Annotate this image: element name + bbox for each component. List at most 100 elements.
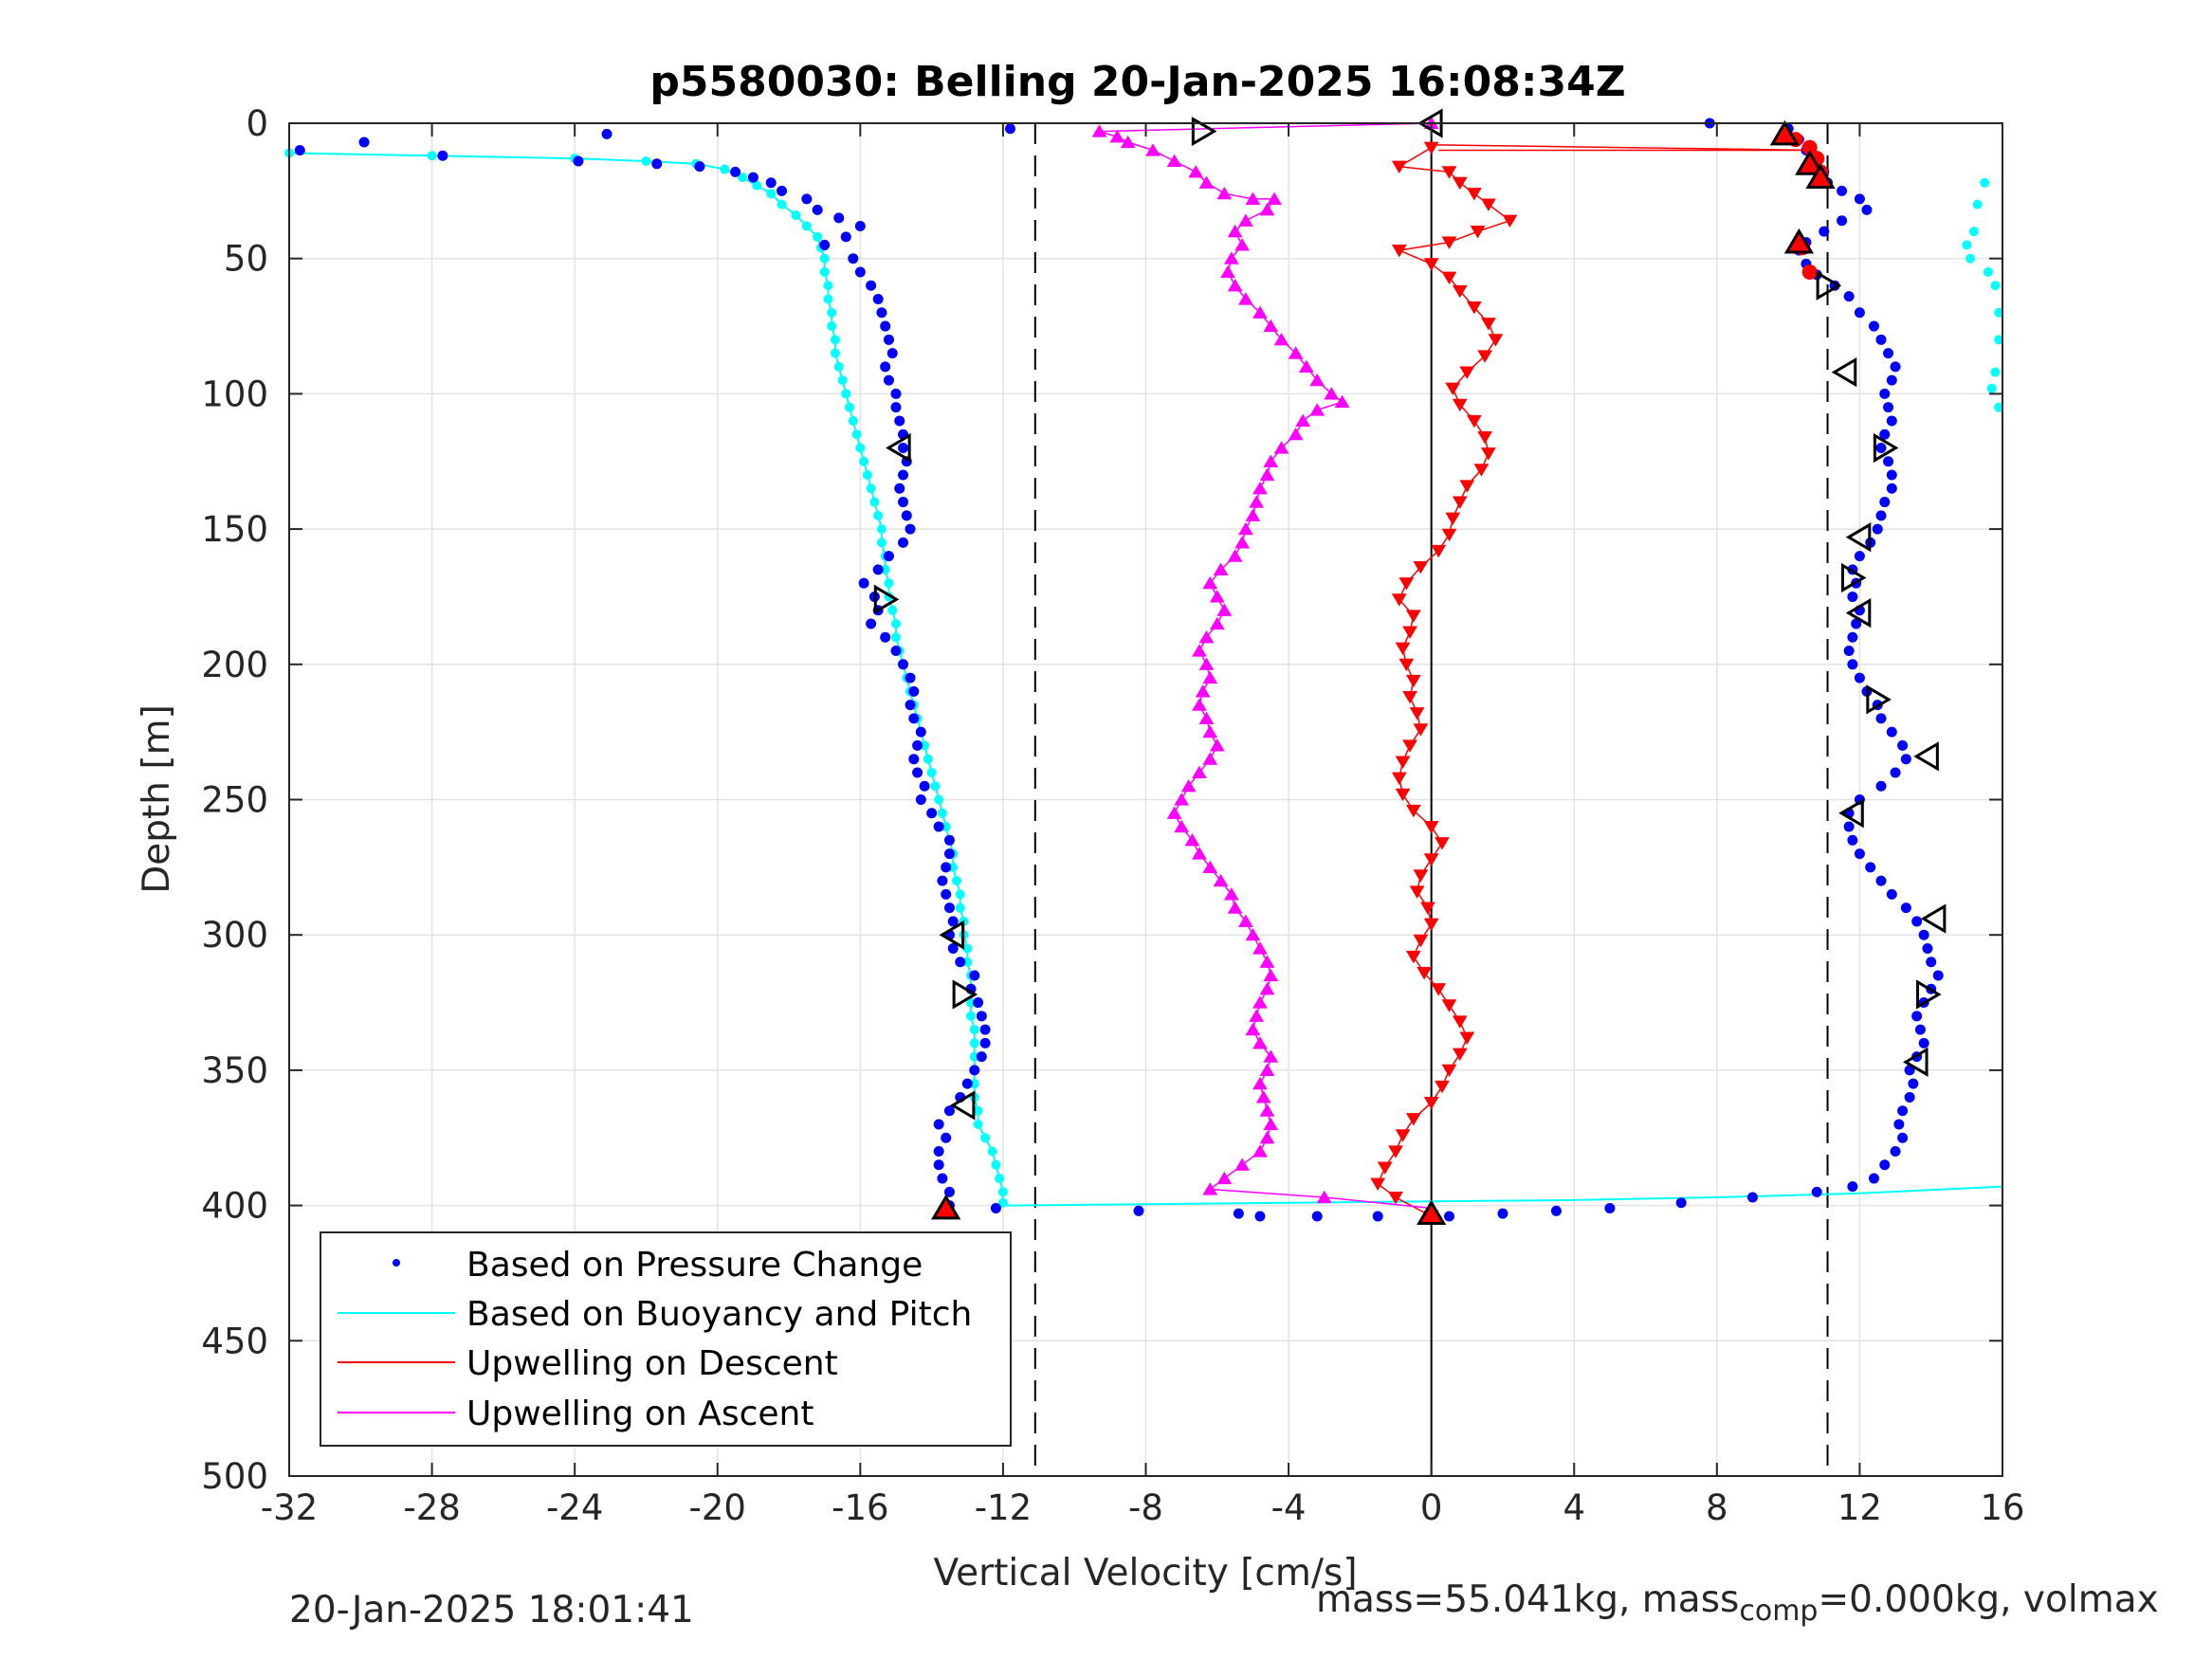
pressure-point bbox=[979, 1037, 991, 1048]
y-axis-ticks: 0 50 100 150 200 250 300 350 400 450 500 bbox=[201, 103, 2002, 1497]
upwelling-ascent-marker bbox=[1198, 711, 1215, 724]
pressure-point bbox=[912, 767, 923, 778]
pressure-point bbox=[1847, 659, 1858, 670]
upwelling-ascent-marker bbox=[1223, 887, 1239, 901]
glider-marker bbox=[1191, 116, 1217, 147]
pressure-point bbox=[1883, 402, 1894, 413]
upwelling-ascent-marker bbox=[1209, 738, 1225, 752]
buoyancy-point bbox=[962, 957, 973, 967]
upwelling-descent-marker bbox=[1441, 271, 1457, 284]
pressure-point bbox=[1904, 1065, 1915, 1076]
x-axis-ticks: -32 -28 -24 -20 -16 -12 -8 -4 0 4 8 12 16 bbox=[261, 123, 2025, 1528]
pressure-point bbox=[1868, 320, 1879, 332]
upwelling-ascent-marker bbox=[1234, 1158, 1251, 1171]
buoyancy-point bbox=[738, 173, 748, 183]
buoyancy-point bbox=[937, 808, 947, 818]
glider-marker bbox=[1845, 597, 1872, 629]
pressure-point bbox=[908, 713, 920, 724]
upwelling-descent-marker bbox=[1391, 160, 1407, 173]
mass-subscript: comp bbox=[1739, 1594, 1819, 1628]
buoyancy-point bbox=[934, 794, 944, 805]
pressure-point bbox=[694, 161, 705, 173]
pressure-point bbox=[1811, 1186, 1822, 1197]
pressure-point bbox=[1886, 726, 1897, 738]
pressure-point bbox=[943, 1186, 955, 1197]
buoyancy-point bbox=[991, 1159, 1001, 1170]
pressure-point bbox=[1311, 1211, 1323, 1222]
upwelling-ascent-marker bbox=[1273, 333, 1289, 346]
upwelling-descent-marker bbox=[1441, 236, 1457, 249]
buoyancy-point bbox=[1990, 281, 2001, 291]
upwelling-descent-marker bbox=[1435, 1080, 1450, 1094]
pressure-point bbox=[854, 220, 866, 231]
pressure-point bbox=[854, 266, 866, 278]
upwelling-ascent-marker bbox=[1245, 1022, 1261, 1036]
glider-marker bbox=[1916, 979, 1942, 1010]
upwelling-ascent-marker bbox=[1309, 403, 1325, 416]
pressure-point bbox=[898, 442, 909, 453]
legend-label-ascent: Upwelling on Ascent bbox=[466, 1395, 814, 1433]
x-tick-label: -20 bbox=[689, 1487, 746, 1528]
pressure-point bbox=[848, 253, 859, 264]
pressure-point bbox=[866, 618, 877, 629]
pressure-point bbox=[1890, 767, 1901, 778]
pressure-point bbox=[358, 137, 370, 148]
upwelling-descent-marker bbox=[1452, 398, 1468, 412]
pressure-point bbox=[1875, 780, 1887, 792]
y-tick-label: 200 bbox=[201, 645, 268, 685]
data-series bbox=[284, 116, 2004, 1224]
buoyancy-point bbox=[890, 618, 901, 629]
pressure-point bbox=[1847, 631, 1858, 643]
upwelling-descent-marker bbox=[1423, 918, 1439, 932]
glider-marker bbox=[1417, 1199, 1447, 1226]
buoyancy-point bbox=[791, 210, 801, 221]
buoyancy-point bbox=[777, 199, 787, 210]
upwelling-ascent-marker bbox=[1227, 224, 1243, 238]
pressure-point bbox=[1922, 942, 1933, 954]
pressure-point bbox=[976, 1011, 987, 1022]
pressure-point bbox=[1843, 291, 1855, 302]
upwelling-descent-marker bbox=[1405, 674, 1421, 688]
y-tick-label: 450 bbox=[201, 1321, 268, 1361]
pressure-point bbox=[1897, 1105, 1909, 1117]
pressure-point bbox=[1879, 1159, 1891, 1171]
pressure-point bbox=[898, 537, 909, 548]
pressure-point bbox=[1854, 672, 1865, 684]
pressure-point bbox=[1133, 1205, 1144, 1216]
buoyancy-point bbox=[1965, 253, 1976, 264]
pressure-point bbox=[1904, 1091, 1915, 1103]
pressure-point bbox=[1854, 848, 1865, 860]
glider-marker bbox=[1769, 119, 1800, 146]
buoyancy-point bbox=[819, 253, 830, 264]
upwelling-ascent-marker bbox=[1245, 927, 1261, 941]
y-tick-label: 250 bbox=[201, 780, 268, 821]
upwelling-ascent-marker bbox=[1288, 346, 1304, 359]
pressure-point bbox=[1875, 442, 1887, 453]
upwelling-descent-marker bbox=[1405, 804, 1421, 818]
pressure-point bbox=[1837, 215, 1848, 227]
pressure-point bbox=[1890, 1146, 1901, 1158]
buoyancy-point bbox=[427, 151, 437, 161]
upwelling-ascent-marker bbox=[1316, 1190, 1332, 1204]
pressure-point bbox=[905, 672, 916, 684]
pressure-point bbox=[1886, 469, 1897, 481]
pressure-point bbox=[898, 497, 909, 508]
pressure-point bbox=[819, 239, 831, 250]
buoyancy-point bbox=[823, 281, 833, 291]
buoyancy-point bbox=[969, 1038, 979, 1048]
upwelling-ascent-marker bbox=[1220, 264, 1235, 279]
upwelling-descent-marker bbox=[1452, 1048, 1468, 1062]
upwelling-ascent-marker bbox=[1234, 536, 1251, 549]
pressure-point bbox=[905, 700, 916, 711]
upwelling-ascent-marker bbox=[1192, 765, 1207, 779]
pressure-point bbox=[1254, 1211, 1266, 1222]
y-tick-label: 50 bbox=[224, 239, 268, 280]
upwelling-descent-marker bbox=[1388, 1191, 1403, 1205]
glider-marker bbox=[873, 584, 900, 614]
pressure-point bbox=[990, 1202, 1001, 1213]
upwelling-descent-marker bbox=[1413, 723, 1429, 737]
pressure-point bbox=[840, 231, 851, 243]
upwelling-ascent-marker bbox=[1216, 1171, 1233, 1185]
buoyancy-point bbox=[1983, 266, 1993, 277]
upwelling-descent-marker bbox=[1395, 756, 1411, 769]
